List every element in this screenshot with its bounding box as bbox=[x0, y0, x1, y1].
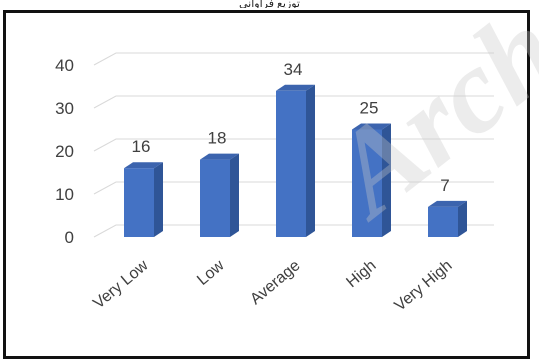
bar bbox=[352, 129, 382, 237]
data-label: 7 bbox=[440, 176, 449, 195]
gridline bbox=[93, 95, 494, 109]
bar-top bbox=[428, 200, 467, 207]
data-label: 16 bbox=[132, 137, 151, 156]
bar-side bbox=[382, 123, 391, 237]
data-label: 18 bbox=[208, 129, 227, 148]
bar bbox=[200, 159, 230, 237]
category-label: Very Low bbox=[90, 257, 152, 313]
bar-top bbox=[200, 153, 239, 160]
gridline bbox=[93, 52, 494, 66]
bar bbox=[124, 168, 154, 237]
bar-top bbox=[124, 162, 163, 169]
bar-side bbox=[230, 153, 239, 237]
category-label: Low bbox=[194, 257, 228, 289]
y-tick-label: 40 bbox=[55, 56, 74, 75]
bar-side bbox=[458, 200, 467, 237]
bar bbox=[276, 90, 306, 237]
bar-side bbox=[306, 84, 315, 237]
bar-chart: 0 10 20 30 40 16 Very Low 18 Low 34 Average 25 High 7… bbox=[55, 52, 494, 315]
y-tick-label: 30 bbox=[55, 99, 74, 118]
data-label: 34 bbox=[284, 60, 303, 79]
bar-side bbox=[154, 162, 163, 237]
bar-top bbox=[276, 84, 315, 91]
category-label: High bbox=[343, 257, 379, 291]
category-label: Very High bbox=[391, 257, 455, 315]
y-tick-label: 20 bbox=[55, 142, 74, 161]
y-tick-label: 0 bbox=[65, 228, 74, 247]
bar bbox=[428, 206, 458, 237]
top-caption: ﺗﻮزﻳﻊ ﻓﺮاواﻧﻲ bbox=[238, 0, 300, 8]
category-label: Average bbox=[247, 257, 303, 308]
data-label: 25 bbox=[360, 99, 379, 118]
chart-frame: 0 10 20 30 40 16 Very Low 18 Low 34 Average 25 High 7… bbox=[3, 0, 539, 359]
y-tick-label: 10 bbox=[55, 185, 74, 204]
bar-top bbox=[352, 123, 391, 130]
